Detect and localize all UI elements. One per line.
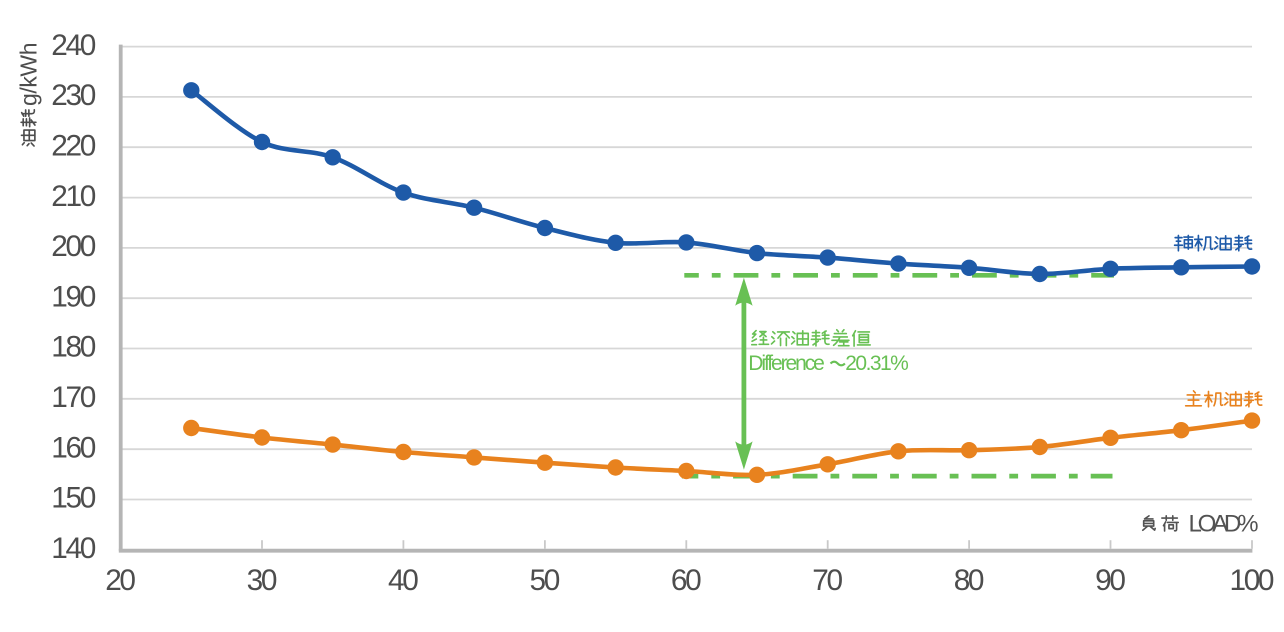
svg-text:80: 80 xyxy=(954,564,985,597)
svg-text:190: 190 xyxy=(51,280,96,313)
svg-text:50: 50 xyxy=(530,564,561,597)
svg-text:180: 180 xyxy=(51,331,96,364)
svg-text:100: 100 xyxy=(1230,564,1275,597)
svg-text:40: 40 xyxy=(388,564,419,597)
svg-text:70: 70 xyxy=(812,564,843,597)
svg-text:230: 230 xyxy=(51,79,96,112)
svg-text:LOAD%: LOAD% xyxy=(1189,511,1259,538)
svg-text:150: 150 xyxy=(51,482,96,515)
svg-text:90: 90 xyxy=(1095,564,1126,597)
svg-text:20: 20 xyxy=(105,564,136,597)
svg-text:60: 60 xyxy=(671,564,702,597)
svg-text:160: 160 xyxy=(51,431,96,464)
svg-text:140: 140 xyxy=(51,532,96,565)
svg-text:30: 30 xyxy=(247,564,278,597)
svg-text:Difference: Difference xyxy=(748,352,825,375)
svg-text:170: 170 xyxy=(51,381,96,414)
svg-text:200: 200 xyxy=(51,230,96,263)
svg-text:20.31%: 20.31% xyxy=(845,352,909,375)
svg-text:210: 210 xyxy=(51,180,96,213)
svg-text:g/kWh: g/kWh xyxy=(16,43,42,107)
svg-text:220: 220 xyxy=(51,129,96,162)
svg-text:240: 240 xyxy=(51,29,96,62)
